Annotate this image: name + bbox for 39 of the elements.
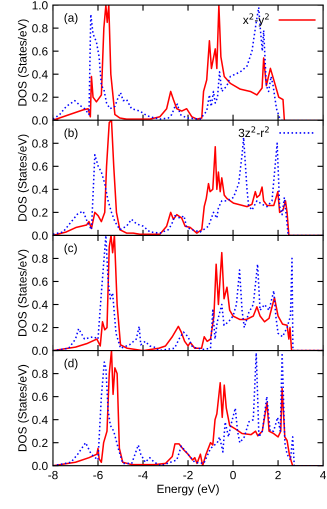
y-axis-title: DOS (States/eV) (18, 250, 29, 336)
y-tick-label: 0.2 (32, 208, 48, 217)
annotation: (a) (64, 13, 78, 24)
x-tick-label: -8 (48, 470, 58, 480)
y-axis-title: DOS (States/eV) (18, 19, 29, 106)
y-tick-label: 0.6 (32, 162, 48, 171)
annotation: (b) (64, 128, 78, 140)
y-tick-label: 0.8 (32, 254, 48, 263)
y-tick-label: 0.0 (32, 346, 48, 355)
y-tick-label: 0.8 (32, 370, 48, 378)
legend-label: 3z$^{2}$-r$^{2}$ (238, 126, 269, 138)
annotation: (d) (64, 358, 78, 370)
x-tick-label: -2 (183, 470, 193, 480)
y-tick-label: 0.8 (32, 139, 48, 148)
y-tick-label: 0.2 (32, 93, 48, 102)
y-tick-label: 1.0 (32, 1, 48, 10)
y-tick-label: 0.4 (32, 185, 48, 194)
y-tick-label: 0.6 (32, 392, 48, 402)
y-tick-label: 0.8 (32, 24, 48, 33)
x-tick-label: 0 (230, 470, 236, 480)
y-tick-label: 0.0 (32, 462, 48, 470)
legend-label: x$^{2}$-y$^{2}$ (242, 13, 269, 26)
y-tick-label: 0.2 (32, 324, 48, 332)
x-tick-label: 4 (320, 471, 326, 480)
y-tick-label: 0.0 (32, 231, 48, 240)
annotation: (c) (64, 243, 77, 254)
y-tick-label: 0.6 (32, 278, 48, 286)
y-axis-title: DOS (States/eV) (18, 364, 29, 452)
x-tick-label: -6 (93, 470, 103, 480)
y-tick-label: 0.4 (32, 300, 48, 309)
y-tick-label: 0.6 (32, 47, 48, 56)
y-tick-label: 0.4 (32, 70, 48, 79)
y-tick-label: 0.0 (32, 116, 48, 125)
y-tick-label: 0.4 (32, 416, 48, 424)
x-tick-label: -4 (138, 471, 148, 480)
y-axis-title: DOS (States/eV) (18, 134, 29, 221)
x-tick-label: 2 (275, 470, 281, 480)
y-tick-label: 0.2 (32, 438, 48, 448)
x-axis-title: Energy (eV) (158, 484, 219, 496)
